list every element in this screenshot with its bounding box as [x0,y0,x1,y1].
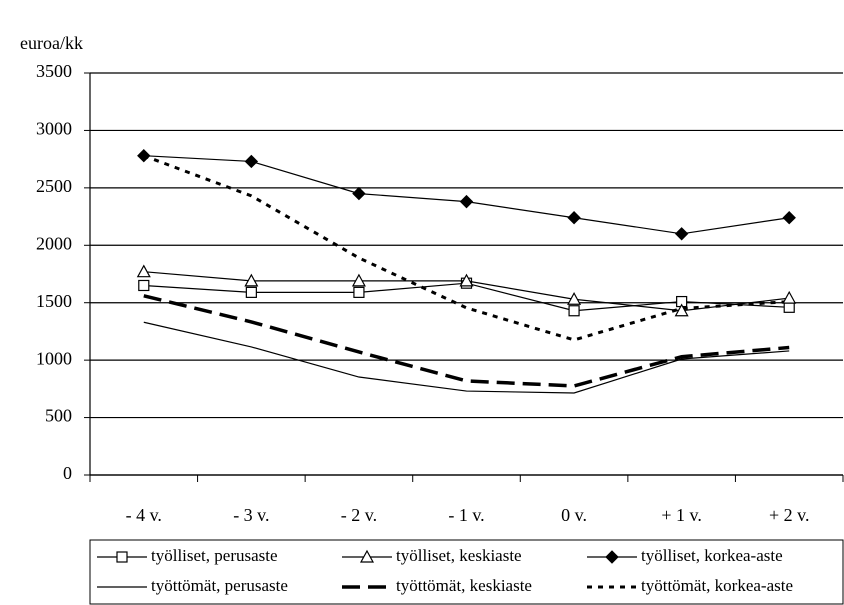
x-tick-label: - 1 v. [448,505,484,525]
x-tick-label: + 1 v. [661,505,701,525]
series-line [143,321,790,394]
marker [783,301,795,313]
series-line [143,294,790,388]
y-tick-label: 500 [45,406,72,426]
marker [116,551,128,563]
y-tick-label: 1500 [36,291,72,311]
legend-box [89,539,844,605]
legend-label: työttömät, korkea-aste [641,576,793,595]
marker [245,286,257,298]
x-tick-label: - 3 v. [233,505,269,525]
marker [674,227,689,241]
marker [782,211,796,225]
legend-label: työttömät, perusaste [151,576,288,595]
x-tick-label: - 4 v. [126,505,162,525]
marker [351,273,366,287]
marker [353,286,365,298]
marker [567,292,582,305]
x-tick-label: 0 v. [561,505,587,525]
y-tick-label: 0 [63,463,72,483]
y-tick-label: 3500 [36,61,72,81]
y-tick-label: 3000 [36,119,72,139]
legend-label: työlliset, perusaste [151,546,278,565]
series-line [143,154,790,342]
marker [352,186,366,201]
marker [674,303,689,317]
marker [359,549,375,563]
x-tick-label: - 2 v. [341,505,377,525]
marker [605,550,619,564]
legend-label: työttömät, keskiaste [396,576,532,595]
marker [138,279,150,292]
marker [567,211,581,225]
marker [244,273,259,287]
y-tick-label: 2500 [36,176,72,196]
y-tick-label: 2000 [36,233,72,253]
marker [459,194,474,209]
marker [137,148,151,163]
x-tick-label: + 2 v. [769,505,809,525]
marker [136,264,151,278]
marker [459,273,474,287]
series-line [143,155,790,235]
legend-label: työlliset, keskiaste [396,546,522,565]
legend-label: työlliset, korkea-aste [641,546,783,565]
marker [782,290,797,304]
legend: työlliset, perusaste työlliset, keskiaste… [97,546,793,595]
marker [244,154,259,169]
y-tick-label: 1000 [36,348,72,368]
y-axis-label: euroa/kk [20,33,83,53]
marker [568,305,580,317]
